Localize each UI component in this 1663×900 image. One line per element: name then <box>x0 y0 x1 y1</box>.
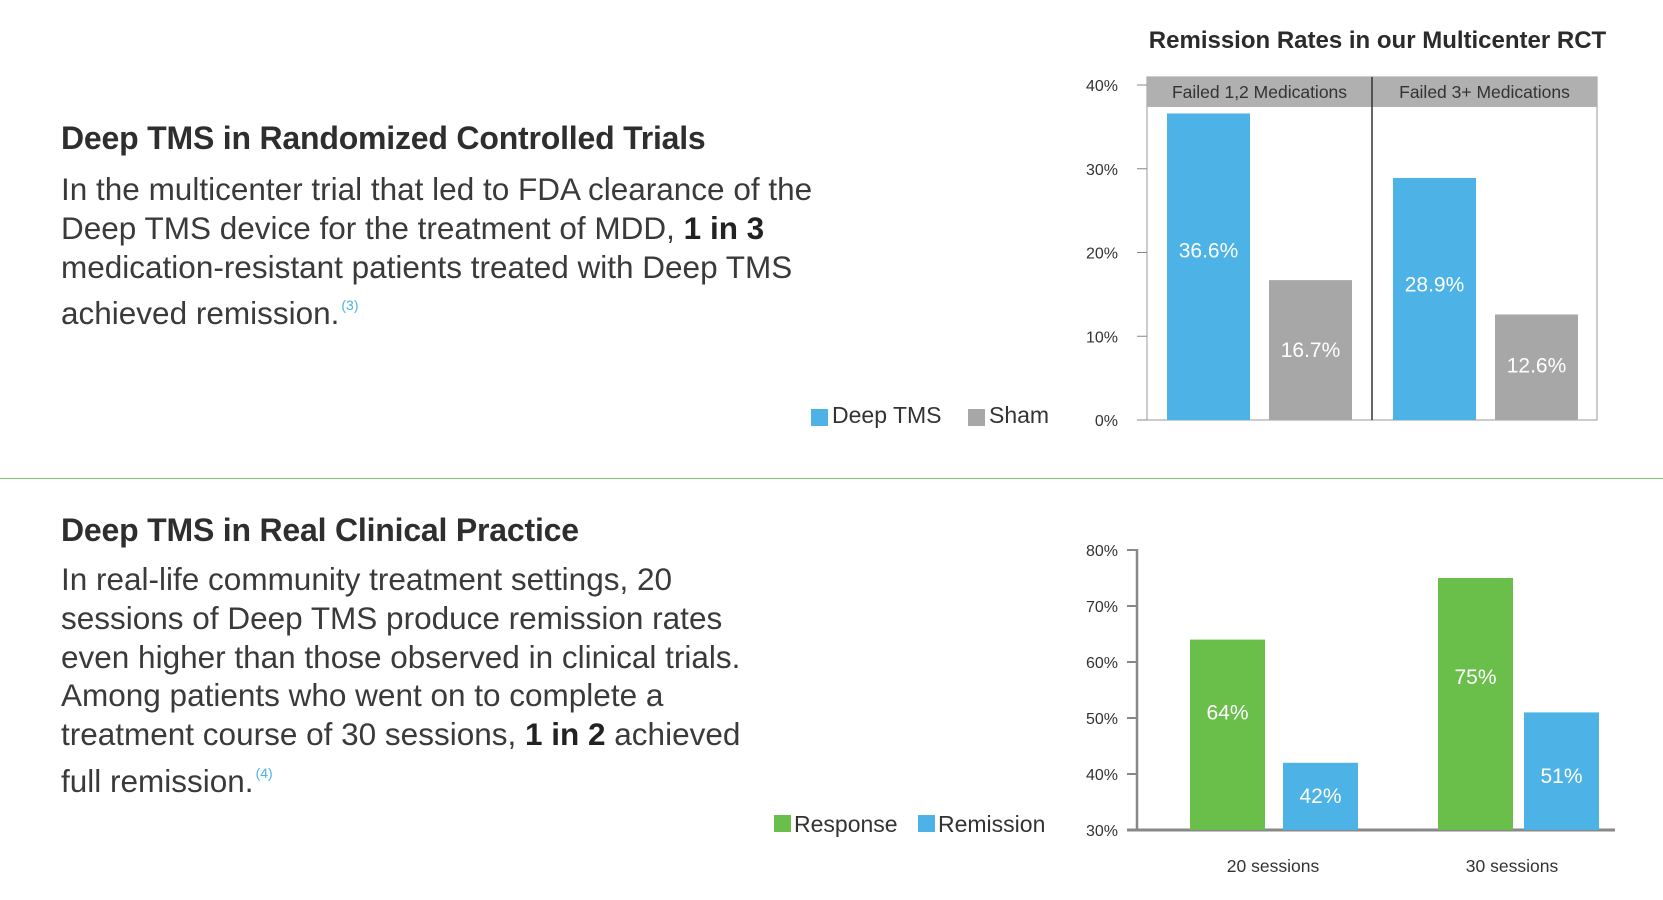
clinical-body-text-1: In real-life community treatment setting… <box>61 561 741 753</box>
clinical-practice-chart: 30% 40% 50% 60% 70% 80% 64% 42% 20 sessions 75% 51… <box>774 543 1615 876</box>
clinical-body-highlight: 1 in 2 <box>524 716 606 753</box>
clinical-value-label: 64% <box>1206 702 1248 725</box>
rct-citation-link[interactable]: (3) <box>341 297 359 314</box>
rct-value-label: 36.6% <box>1179 240 1239 263</box>
legend-label-remission: Remission <box>938 811 1045 837</box>
clinical-y-tick-label: 80% <box>1086 543 1118 560</box>
rct-value-label: 12.6% <box>1507 355 1567 378</box>
legend-swatch-deep-tms <box>811 409 828 426</box>
rct-bar-sham-2 <box>1495 314 1578 420</box>
clinical-value-label: 51% <box>1540 765 1582 788</box>
rct-y-tick-label: 40% <box>1086 78 1118 95</box>
rct-y-tick-label: 10% <box>1086 329 1118 346</box>
rct-body-text-2: medication-resistant patients treated wi… <box>61 248 793 332</box>
rct-bar-deep-tms-2 <box>1393 177 1476 420</box>
rct-section-title: Deep TMS in Randomized Controlled Trials <box>61 120 706 156</box>
legend-label-deep-tms: Deep TMS <box>832 402 942 428</box>
rct-body-text-1: In the multicenter trial that led to FDA… <box>61 171 813 246</box>
rct-bar-sham-1 <box>1269 280 1352 420</box>
rct-y-tick-label: 30% <box>1086 162 1118 179</box>
clinical-y-tick-label: 40% <box>1086 767 1118 784</box>
clinical-y-tick-label: 50% <box>1086 711 1118 728</box>
rct-value-label: 16.7% <box>1281 339 1341 362</box>
clinical-body-text-2: achieved full remission. <box>61 716 741 799</box>
clinical-y-tick-label: 70% <box>1086 599 1118 616</box>
legend-swatch-remission <box>918 815 935 832</box>
clinical-bar-response-1 <box>1190 639 1265 830</box>
section-divider <box>0 478 1663 479</box>
clinical-section-body: In real-life community treatment setting… <box>61 560 781 801</box>
legend-label-sham: Sham <box>989 402 1049 428</box>
rct-remission-chart: Remission Rates in our Multicenter RCT 0%… <box>811 27 1607 430</box>
clinical-section-title: Deep TMS in Real Clinical Practice <box>61 512 579 548</box>
rct-y-tick-label: 0% <box>1095 413 1118 430</box>
clinical-category-label-20-sessions: 20 sessions <box>1227 856 1320 876</box>
rct-body-highlight: 1 in 3 <box>683 209 765 246</box>
legend-label-response: Response <box>794 811 898 837</box>
clinical-y-tick-label: 30% <box>1086 823 1118 840</box>
clinical-bar-remission-2 <box>1524 712 1599 830</box>
clinical-value-label: 75% <box>1454 666 1496 689</box>
clinical-bar-remission-1 <box>1283 762 1358 830</box>
rct-chart-title: Remission Rates in our Multicenter RCT <box>1149 27 1607 54</box>
legend-swatch-sham <box>968 409 985 426</box>
clinical-y-tick-label: 60% <box>1086 655 1118 672</box>
clinical-bar-response-2 <box>1438 578 1513 830</box>
rct-section-body: In the multicenter trial that led to FDA… <box>61 170 821 333</box>
legend-swatch-response <box>774 815 791 832</box>
clinical-category-label-30-sessions: 30 sessions <box>1466 856 1559 876</box>
rct-panel-label-failed-1-2-medications: Failed 1,2 Medications <box>1172 82 1347 102</box>
rct-y-tick-label: 20% <box>1086 246 1118 263</box>
rct-panel-label-failed-3-medications: Failed 3+ Medications <box>1399 82 1570 102</box>
rct-bar-deep-tms-1 <box>1167 113 1250 420</box>
clinical-value-label: 42% <box>1299 785 1341 808</box>
clinical-citation-link[interactable]: (4) <box>255 764 273 781</box>
rct-value-label: 28.9% <box>1405 274 1465 297</box>
